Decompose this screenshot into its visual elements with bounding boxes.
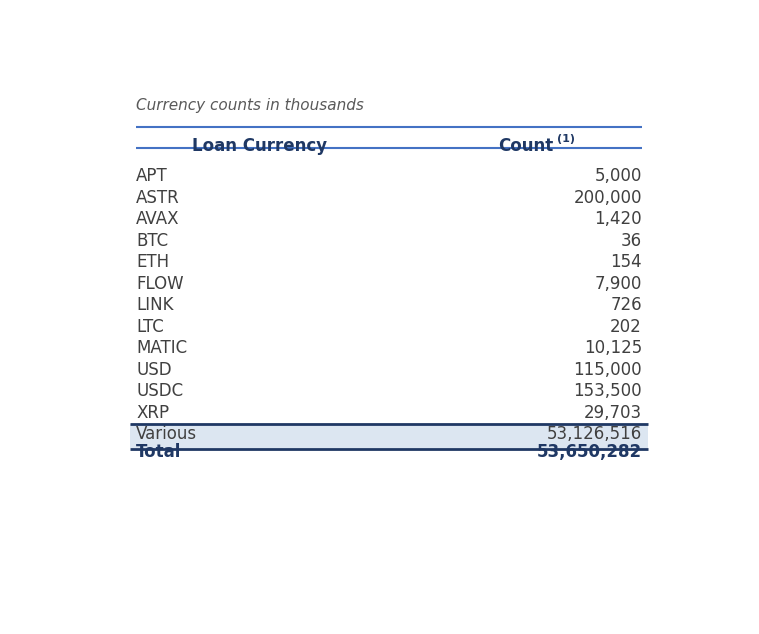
Text: MATIC: MATIC (136, 339, 187, 357)
Text: 53,126,516: 53,126,516 (546, 425, 642, 443)
Text: 10,125: 10,125 (584, 339, 642, 357)
Text: ASTR: ASTR (136, 189, 180, 207)
Text: BTC: BTC (136, 232, 168, 250)
Text: 726: 726 (610, 296, 642, 314)
Text: APT: APT (136, 167, 168, 185)
Text: USD: USD (136, 361, 172, 378)
Text: 115,000: 115,000 (573, 361, 642, 378)
Text: USDC: USDC (136, 382, 183, 400)
Text: 5,000: 5,000 (594, 167, 642, 185)
Text: LTC: LTC (136, 318, 164, 336)
Text: Loan Currency: Loan Currency (192, 137, 327, 155)
Text: 153,500: 153,500 (573, 382, 642, 400)
Text: (1): (1) (556, 134, 575, 144)
Text: Count: Count (499, 137, 554, 155)
Text: ETH: ETH (136, 254, 169, 271)
Text: 154: 154 (610, 254, 642, 271)
Text: 1,420: 1,420 (594, 210, 642, 228)
Text: 29,703: 29,703 (584, 404, 642, 422)
Text: Various: Various (136, 425, 197, 443)
Text: 53,650,282: 53,650,282 (537, 443, 642, 461)
Text: FLOW: FLOW (136, 275, 184, 293)
Text: 7,900: 7,900 (594, 275, 642, 293)
Text: 36: 36 (621, 232, 642, 250)
Text: Currency counts in thousands: Currency counts in thousands (136, 98, 364, 113)
Text: LINK: LINK (136, 296, 174, 314)
Text: 200,000: 200,000 (573, 189, 642, 207)
Text: Total: Total (136, 443, 181, 461)
FancyBboxPatch shape (131, 424, 648, 448)
Text: AVAX: AVAX (136, 210, 180, 228)
Text: XRP: XRP (136, 404, 169, 422)
Text: 202: 202 (610, 318, 642, 336)
